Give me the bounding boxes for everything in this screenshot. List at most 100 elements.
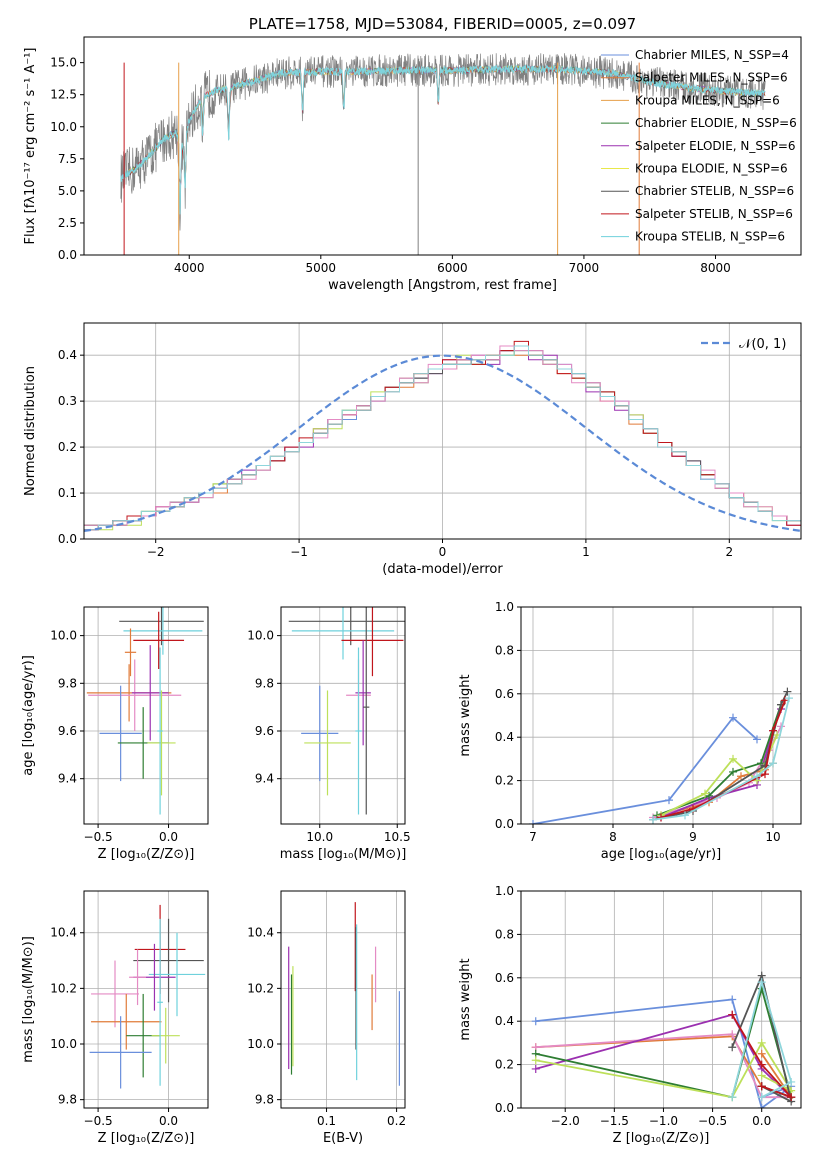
weight-marker: [531, 1056, 540, 1065]
weight-marker: [761, 761, 769, 770]
x-axis-label: Z [log₁₀(Z/Z⊙)]: [98, 847, 195, 862]
weight-series-8: [731, 978, 793, 1099]
errorbar-point-7: [99, 685, 142, 782]
y-axis-label: mass weight: [458, 958, 473, 1040]
weight-marker: [757, 1049, 766, 1058]
y-tick-label: 1.0: [495, 884, 514, 898]
weight-marker: [769, 726, 777, 735]
weight-series-0: [532, 716, 758, 824]
x-tick-label: 0.0: [159, 830, 178, 844]
weight-marker: [787, 1093, 796, 1102]
chart-age_vs_Z: −0.5 0.0 9.4 9.6 9.8 10.0 Z [log₁₀(Z/Z⊙)] age […: [21, 606, 209, 862]
errorbar-point-4: [355, 640, 371, 746]
x-tick-label: 9: [689, 830, 697, 844]
y-tick-label: 10.0: [247, 1037, 274, 1051]
plot-area: [84, 340, 801, 532]
weight-series-2: [535, 1033, 792, 1099]
weight-marker: [665, 796, 673, 805]
weight-marker: [757, 1104, 766, 1108]
weight-marker: [729, 713, 737, 722]
weight-marker: [531, 1064, 540, 1073]
x-tick-label: 8000: [700, 261, 731, 275]
y-tick-label: 0.0: [495, 1101, 514, 1115]
chart-title: PLATE=1758, MJD=53084, FIBERID=0005, z=0…: [249, 15, 636, 33]
x-tick-label: 4000: [174, 261, 205, 275]
errorbar-point-2: [148, 932, 206, 1017]
errorbar-point-5: [91, 960, 139, 1028]
chart-spectrum: 4000 5000 6000 7000 8000 0.0 2.5 5.0 7.5 10.0 12.5…: [23, 15, 802, 293]
x-axis-label: wavelength [Angstrom, rest frame]: [328, 278, 557, 293]
y-tick-label: 0.8: [495, 927, 514, 941]
y-tick-label: 9.6: [255, 724, 274, 738]
weight-marker: [728, 1010, 737, 1019]
weight-marker: [757, 1093, 766, 1102]
y-tick-label: 0.0: [495, 817, 514, 831]
y-tick-label: 10.0: [50, 120, 77, 134]
x-axis-label: mass [log₁₀(M/M⊙)]: [280, 847, 407, 862]
plot-area: [288, 607, 405, 815]
x-tick-label: 8: [609, 830, 617, 844]
errorbar-point-1: [133, 918, 204, 1003]
x-tick-label: 1: [582, 545, 590, 559]
errorbar-point-3: [124, 628, 137, 677]
weight-marker: [729, 767, 737, 776]
y-tick-label: 0.2: [495, 774, 514, 788]
weight-marker: [649, 815, 657, 824]
y-tick-label: 0.2: [495, 1058, 514, 1072]
x-axis-label: age [log₁₀(age/yr)]: [601, 847, 722, 862]
y-axis-label: age [log₁₀(age/yr)]: [21, 655, 36, 776]
weight-marker: [728, 1093, 737, 1102]
axes-frame: [280, 890, 406, 1109]
y-tick-label: 9.8: [255, 676, 274, 690]
x-tick-label: −1.5: [600, 1114, 629, 1128]
errorbar-point-6: [131, 645, 169, 741]
weight-series-6: [731, 972, 793, 1104]
y-tick-label: 10.0: [50, 1037, 77, 1051]
weight-marker: [757, 1082, 766, 1091]
y-tick-label: 10.2: [247, 981, 274, 995]
errorbar-point-8: [363, 607, 370, 815]
plot-area: [288, 902, 400, 1086]
x-axis-label: Z [log₁₀(Z/Z⊙)]: [613, 1131, 710, 1146]
errorbar-point-0: [288, 607, 405, 646]
errorbar-point-6: [91, 993, 162, 1050]
x-tick-label: 7000: [569, 261, 600, 275]
legend-label: Kroupa STELIB, N_SSP=6: [635, 230, 785, 244]
weight-marker: [783, 687, 792, 696]
weight-marker: [681, 811, 689, 820]
x-tick-label: −0.5: [698, 1114, 727, 1128]
weight-marker: [785, 694, 793, 703]
y-axis-label: mass [log₁₀(M/M⊙)]: [21, 936, 36, 1063]
y-tick-label: 9.8: [58, 676, 77, 690]
weight-marker: [531, 1017, 540, 1026]
legend-label: 𝒩(0, 1): [739, 337, 786, 352]
y-tick-label: 9.8: [58, 1093, 77, 1107]
y-tick-label: 5.0: [58, 184, 77, 198]
x-tick-label: 0.2: [387, 1114, 406, 1128]
y-tick-label: 0.6: [495, 971, 514, 985]
y-tick-label: 0.0: [58, 248, 77, 262]
y-tick-label: 0.2: [58, 440, 77, 454]
plot-area: [531, 971, 796, 1108]
legend-label: Salpeter MILES, N_SSP=6: [635, 71, 788, 85]
histogram-series-8: [84, 345, 801, 531]
errorbar-point-1: [123, 607, 203, 655]
errorbar-point-1: [291, 607, 395, 660]
errorbar-point-4: [129, 949, 146, 1006]
y-tick-label: 10.0: [247, 629, 274, 643]
legend-label: Salpeter STELIB, N_SSP=6: [635, 207, 793, 221]
x-tick-label: 6000: [437, 261, 468, 275]
y-tick-label: 15.0: [50, 56, 77, 70]
y-tick-label: 2.5: [58, 216, 77, 230]
y-tick-label: 0.0: [58, 532, 77, 546]
chart-mass_vs_ebv: 0.1 0.2 9.8 10.0 10.2 10.4 E(B-V): [247, 890, 406, 1146]
x-tick-label: 0: [439, 545, 447, 559]
errorbar-point-9: [147, 690, 176, 796]
weight-marker: [769, 759, 777, 768]
y-tick-label: 9.4: [58, 772, 77, 786]
x-tick-label: 0.0: [159, 1114, 178, 1128]
y-tick-label: 9.4: [255, 772, 274, 786]
chart-mass_vs_Z: −0.5 0.0 9.8 10.0 10.2 10.4 Z [log₁₀(Z/Z⊙)] mas…: [21, 890, 209, 1146]
weight-marker: [787, 1077, 796, 1086]
y-axis-label: Flux [fλ10⁻¹⁷ erg cm⁻² s⁻¹ A⁻¹]: [23, 48, 38, 245]
